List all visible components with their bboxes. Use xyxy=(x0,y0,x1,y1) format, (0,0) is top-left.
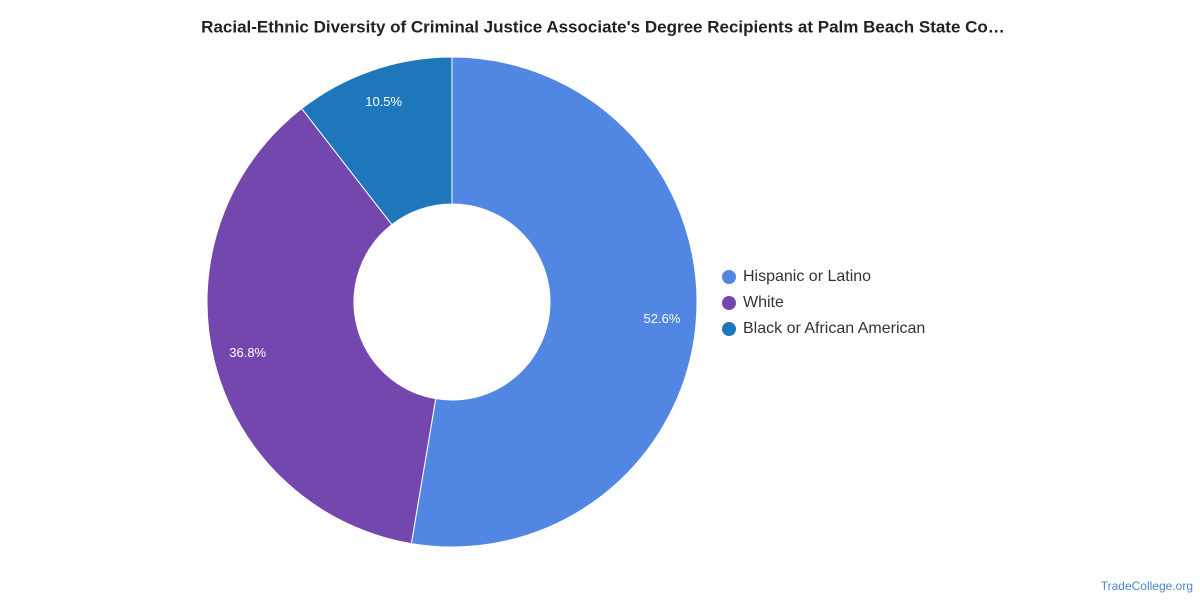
value-label: 10.5% xyxy=(365,94,402,109)
legend-label: Hispanic or Latino xyxy=(743,268,871,285)
legend-marker xyxy=(722,270,736,284)
chart-title: Racial-Ethnic Diversity of Criminal Just… xyxy=(201,17,1005,36)
slice xyxy=(206,107,437,545)
legend-label: Black or African American xyxy=(743,320,925,337)
slice xyxy=(410,56,698,548)
legend-marker xyxy=(722,322,736,336)
value-label: 52.6% xyxy=(644,311,681,326)
value-label: 36.8% xyxy=(229,345,266,360)
legend-marker xyxy=(722,296,736,310)
legend-label: White xyxy=(743,294,784,311)
source[interactable]: TradeCollege.org xyxy=(1101,579,1193,593)
slice xyxy=(301,56,453,226)
